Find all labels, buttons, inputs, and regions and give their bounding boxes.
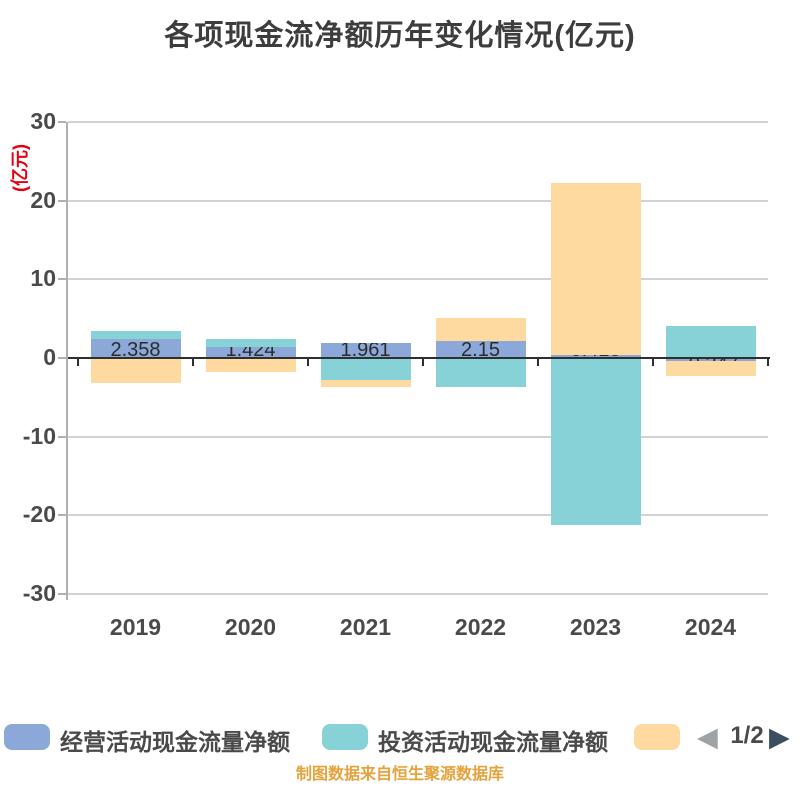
y-tick-label--10: -10 bbox=[22, 422, 56, 449]
legend-swatch-operating bbox=[4, 724, 50, 750]
bar-series0-2019 bbox=[90, 339, 181, 358]
bar-label-clip-2022: 2.15 bbox=[436, 341, 526, 358]
bar-value-label-2021: 1.961 bbox=[340, 342, 391, 358]
legend-swatch-investing bbox=[322, 724, 368, 750]
gridline--30 bbox=[68, 593, 768, 595]
legend-label-investing: 投资活动现金流量净额 bbox=[378, 729, 608, 755]
bar-series0-2021 bbox=[320, 342, 411, 358]
x-tick-label-2023: 2023 bbox=[569, 614, 622, 640]
x-tick-mark bbox=[537, 359, 539, 366]
legend-page-indicator: 1/2 bbox=[730, 722, 764, 749]
bar-value-label-2020: 1.424 bbox=[225, 346, 276, 358]
y-tick-label-30: 30 bbox=[30, 108, 56, 134]
y-tick-mark-0 bbox=[58, 357, 66, 359]
y-tick-label-10: 10 bbox=[30, 265, 56, 292]
bar-series2-2020 bbox=[205, 358, 296, 372]
y-tick-mark-20 bbox=[58, 199, 66, 202]
y-tick-label-20: 20 bbox=[30, 186, 56, 213]
y-axis-line bbox=[66, 122, 68, 600]
y-tick-mark--30 bbox=[58, 593, 66, 595]
x-tick-label-2019: 2019 bbox=[109, 614, 162, 640]
gridline--20 bbox=[68, 514, 768, 517]
y-tick-mark--20 bbox=[58, 514, 66, 517]
data-source-note: 制图数据来自恒生聚源数据库 bbox=[295, 766, 504, 783]
bar-label-clip-2021: 1.961 bbox=[321, 343, 411, 358]
x-tick-mark bbox=[652, 359, 654, 366]
bar-value-label-2024: -0.347 bbox=[666, 358, 756, 361]
legend-label-operating: 经营活动现金流量净额 bbox=[60, 729, 290, 755]
y-tick-label--20: -20 bbox=[22, 501, 56, 528]
bar-series2-2024 bbox=[665, 358, 756, 376]
y-tick-mark-10 bbox=[58, 278, 66, 281]
x-tick-mark bbox=[77, 359, 79, 366]
x-tick-label-2021: 2021 bbox=[339, 614, 392, 640]
legend-item-third[interactable] bbox=[634, 720, 680, 754]
bar-series0-2023 bbox=[550, 354, 641, 358]
x-tick-mark bbox=[192, 359, 194, 366]
y-tick-label--30: -30 bbox=[22, 580, 56, 606]
legend: 经营活动现金流量净额 投资活动现金流量净额 ◀ 1/2 ▶ bbox=[0, 720, 800, 755]
y-tick-mark--10 bbox=[58, 435, 66, 438]
x-tick-mark bbox=[767, 359, 769, 366]
bar-series0-2024 bbox=[665, 358, 756, 361]
bar-series1-2023 bbox=[550, 358, 641, 525]
zero-axis-line bbox=[68, 357, 770, 359]
x-tick-mark bbox=[422, 359, 424, 366]
legend-next-page-arrow-icon[interactable]: ▶ bbox=[769, 722, 790, 752]
gridline-30 bbox=[68, 121, 768, 123]
gridline-10 bbox=[68, 278, 768, 281]
bar-series2-2019 bbox=[90, 358, 181, 384]
bar-series1-2024 bbox=[665, 325, 756, 358]
y-tick-label-0: 0 bbox=[43, 344, 56, 370]
x-tick-label-2022: 2022 bbox=[454, 614, 507, 640]
bar-label-clip-2024: -0.347 bbox=[666, 358, 756, 361]
x-tick-mark bbox=[307, 359, 309, 366]
bar-value-label-2023: 0.418 bbox=[551, 355, 641, 358]
gridline--10 bbox=[68, 435, 768, 438]
bar-label-clip-2019: 2.358 bbox=[91, 339, 181, 358]
gridline-20 bbox=[68, 199, 768, 202]
plot-area: 2.358 1.424 1.961 2.15 0.418 -0.347 bbox=[58, 121, 770, 600]
bar-label-clip-2020: 1.424 bbox=[206, 347, 296, 358]
x-tick-label-2020: 2020 bbox=[224, 614, 277, 640]
bar-label-clip-2023: 0.418 bbox=[551, 355, 641, 358]
y-tick-mark-30 bbox=[58, 121, 66, 123]
bar-series0-2022 bbox=[435, 341, 526, 358]
x-tick-label-2024: 2024 bbox=[684, 614, 737, 640]
bar-value-label-2022: 2.15 bbox=[461, 341, 500, 358]
chart-title: 各项现金流净额历年变化情况(亿元) bbox=[164, 20, 636, 52]
bar-value-label-2019: 2.358 bbox=[110, 339, 161, 358]
y-axis-tick-labels: 30 20 10 0 -10 -20 -30 bbox=[0, 108, 56, 606]
bar-series0-2020 bbox=[205, 346, 296, 358]
legend-prev-page-arrow-icon[interactable]: ◀ bbox=[697, 722, 718, 752]
bar-series1-2022 bbox=[435, 358, 526, 388]
legend-swatch-third bbox=[634, 724, 680, 750]
bar-series2-2023 bbox=[550, 183, 641, 358]
x-axis-tick-labels: 2019 2020 2021 2022 2023 2024 bbox=[68, 614, 768, 644]
bar-series1-2021 bbox=[320, 358, 411, 381]
